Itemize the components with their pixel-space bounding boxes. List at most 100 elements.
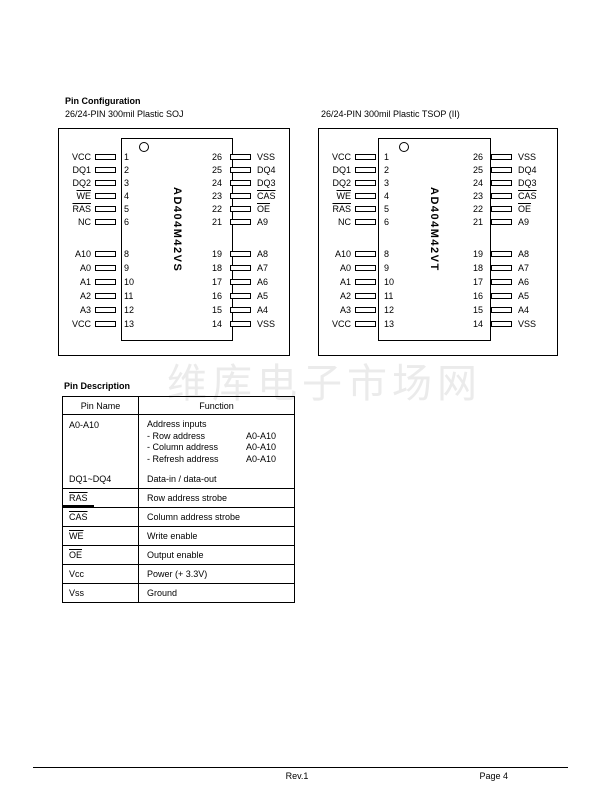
pin-row-right: 19 A8 [465,247,557,261]
pin-label: VSS [518,151,537,162]
pin-label: A3 [339,305,351,315]
pin-function: Write enable [147,531,198,541]
pin-number: 1 [384,151,390,162]
pin-pad [355,293,376,299]
pin-pad [355,166,376,173]
pin-row-right: 15 A4 [465,303,557,317]
pin-pad [230,153,251,160]
pin-column-right: 26 VSS 25 DQ4 24 DQ3 23 CAS 22 OE 21 A9 … [465,150,557,331]
pin-pad [491,321,512,327]
pin-number: 19 [472,249,483,259]
pin-number: 5 [124,203,130,214]
pin-number: 13 [124,319,135,329]
package-subtitle-tsop: 26/24-PIN 300mil Plastic TSOP (II) [321,109,460,119]
missing-pin-gap [204,228,289,247]
pin-pad [491,251,512,257]
pin-number: 26 [472,151,483,162]
pin-name-cell: Vcc [63,565,139,583]
pin-row-right: 22 OE [465,202,557,215]
pin-diagram-soj: AD404M42VS VCC 1 DQ1 2 DQ2 3 WE 4 RAS 5 … [58,128,290,356]
pin-number: 8 [124,249,130,259]
pin-label: VCC [71,319,91,329]
pin-name-cell: A0-A10 [63,415,139,469]
pin-pad [355,153,376,160]
pin-label: DQ4 [518,164,537,175]
pin-label: NC [338,216,351,227]
pin-name: Vcc [69,569,85,579]
pin-label: NC [78,216,91,227]
pin-label: A7 [518,263,530,273]
pin-pad [491,179,512,186]
pin-row-left: A1 10 [319,275,416,289]
pin-name-cell: Vss [63,584,139,602]
pin-row-left: A2 11 [319,289,416,303]
pin-name: DQ1~DQ4 [69,473,112,484]
pin-pad [95,205,116,212]
pin-number: 12 [384,305,395,315]
function-title: Address inputs [147,419,207,429]
pin-pad [95,293,116,299]
pin-pad [230,321,251,327]
pin-number: 9 [124,263,130,273]
pin1-indicator-circle [399,142,409,152]
pin-name-cell: CAS [63,508,139,526]
pin-label: CAS [257,190,276,201]
function-cell: Ground [139,584,294,602]
pin-name: CAS [69,512,88,522]
pin-label: VCC [331,151,351,162]
footer-revision: Rev.1 [285,771,309,781]
pin-pad [95,218,116,225]
pin-row-right: 26 VSS [465,150,557,163]
pin-number: 25 [211,164,222,175]
pin-pad [491,218,512,225]
pin-label: OE [257,203,271,214]
pin-number: 21 [211,216,222,227]
pin-row-right: 16 A5 [204,289,289,303]
pin-number: 22 [211,203,222,214]
pin-row-left: A3 12 [59,303,156,317]
pin-pad [230,307,251,313]
pin-row-left: RAS 5 [59,202,156,215]
pin-pad [95,321,116,327]
pin-label: A7 [257,263,269,273]
pin-row-right: 21 A9 [465,215,557,228]
pin-function: Output enable [147,550,204,560]
pin-row-right: 23 CAS [465,189,557,202]
pin-number: 10 [124,277,135,287]
pin-label: A5 [518,291,530,301]
pin-pad [491,307,512,313]
table-row: OE Output enable [63,545,294,564]
pin-function: Row address strobe [147,493,228,503]
pin-number: 18 [472,263,483,273]
table-row-address: A0-A10 Address inputs - Row address A0-A… [63,414,294,469]
function-line: - Row address A0-A10 [147,430,276,441]
stray-mark [63,504,94,507]
pin-number: 8 [384,249,390,259]
pin-number: 16 [211,291,222,301]
pin-pad [95,307,116,313]
pin-pad [355,251,376,257]
pin-number: 1 [124,151,130,162]
function-cell: Write enable [139,527,294,545]
pin-label: A4 [518,305,530,315]
pin-number: 12 [124,305,135,315]
pin-row-right: 17 A6 [204,275,289,289]
pin-diagram-tsop: AD404M42VT VCC 1 DQ1 2 DQ2 3 WE 4 RAS 5 … [318,128,558,356]
pin-row-left: A10 8 [59,247,156,261]
pin-row-right: 17 A6 [465,275,557,289]
pin-name: WE [69,531,84,541]
pin-label: RAS [332,203,351,214]
pin-label: WE [76,190,92,201]
pin-label: A10 [74,249,91,259]
table-header-row: Pin Name Function [63,397,294,414]
pin-pad [95,179,116,186]
table-row: RAS Row address strobe [63,488,294,507]
header-function: Function [199,400,234,411]
table-row: Vss Ground [63,583,294,602]
pin-name-cell: OE [63,546,139,564]
pin-label: VCC [71,151,91,162]
pin-row-right: 25 DQ4 [204,163,289,176]
pin-label: RAS [72,203,91,214]
pin-row-right: 21 A9 [204,215,289,228]
